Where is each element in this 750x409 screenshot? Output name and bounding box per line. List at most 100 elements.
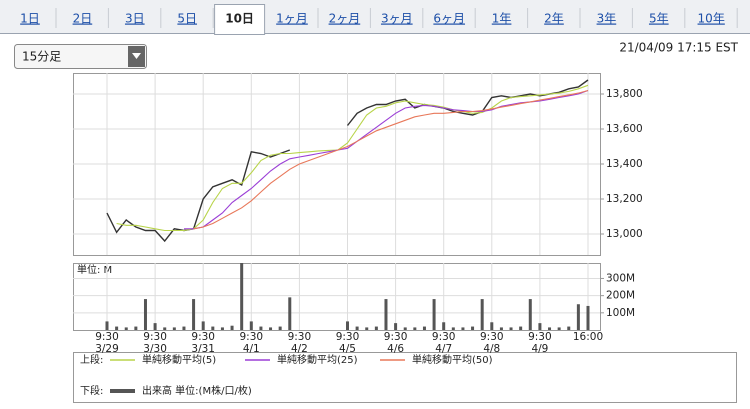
legend-entry: 出来高 単位:(M株/口/枚) bbox=[142, 384, 252, 397]
legend-label: 下段: bbox=[80, 384, 103, 397]
x-tick-label: 9:30 bbox=[143, 331, 167, 343]
legend-entry: 単純移動平均(50) bbox=[412, 353, 493, 366]
tab[interactable]: 2年 bbox=[544, 12, 564, 26]
volume-bar bbox=[278, 326, 282, 330]
y-tick-label: 13,000 bbox=[606, 228, 643, 240]
volume-bar bbox=[586, 305, 590, 330]
timestamp: 21/04/09 17:15 EST bbox=[619, 41, 738, 55]
tab[interactable]: 6ヶ月 bbox=[433, 12, 465, 26]
tab[interactable]: 5日 bbox=[177, 12, 197, 26]
x-date-label: 4/9 bbox=[531, 343, 548, 355]
volume-bar bbox=[230, 325, 234, 330]
series-line bbox=[184, 89, 589, 230]
volume-bar bbox=[567, 326, 571, 330]
x-date-label: 3/30 bbox=[143, 343, 167, 355]
volume-bar bbox=[538, 323, 542, 330]
volume-bar bbox=[528, 299, 532, 330]
volume-bar bbox=[461, 327, 465, 330]
volume-bar bbox=[374, 326, 378, 330]
volume-bar bbox=[249, 321, 253, 330]
tab[interactable]: 5年 bbox=[649, 12, 669, 26]
volume-plot bbox=[73, 263, 601, 331]
volume-bar bbox=[269, 327, 273, 330]
x-tick-label: 9:30 bbox=[95, 331, 119, 343]
volume-bar bbox=[172, 327, 176, 330]
volume-bar bbox=[288, 297, 292, 330]
dropdown-label[interactable]: 15分足 bbox=[22, 50, 61, 64]
legend-box bbox=[73, 352, 737, 403]
x-tick-label: 9:30 bbox=[240, 331, 264, 343]
x-date-label: 4/1 bbox=[243, 343, 260, 355]
y-tick-label: 13,400 bbox=[606, 158, 643, 170]
volume-bar bbox=[394, 323, 398, 330]
volume-bar bbox=[422, 326, 426, 330]
volume-bar bbox=[509, 327, 513, 330]
volume-bar bbox=[346, 321, 349, 330]
legend-entry: 単純移動平均(25) bbox=[277, 353, 358, 366]
x-tick-label: 9:30 bbox=[288, 331, 312, 343]
tab[interactable]: 3ヶ月 bbox=[381, 12, 413, 26]
volume-bar bbox=[220, 327, 224, 330]
volume-bar bbox=[480, 299, 484, 330]
dropdown-arrow bbox=[132, 53, 141, 59]
tab[interactable]: 2日 bbox=[73, 12, 93, 26]
volume-bar bbox=[143, 299, 147, 330]
y-tick-label: 200M bbox=[606, 290, 635, 302]
y-tick-label: 13,600 bbox=[606, 123, 643, 135]
tab[interactable]: 2ヶ月 bbox=[329, 12, 361, 26]
tab[interactable]: 10日 bbox=[225, 12, 254, 26]
volume-bar bbox=[105, 321, 109, 330]
volume-bar bbox=[451, 327, 455, 330]
volume-bar bbox=[240, 263, 244, 330]
x-date-label: 4/5 bbox=[339, 343, 356, 355]
x-date-label: 4/2 bbox=[291, 343, 308, 355]
x-tick-label: 16:00 bbox=[573, 331, 603, 343]
x-tick-label: 9:30 bbox=[384, 331, 408, 343]
volume-bar bbox=[413, 327, 417, 330]
volume-bar bbox=[192, 299, 196, 330]
tab[interactable]: 1日 bbox=[20, 12, 40, 26]
volume-bar bbox=[115, 326, 119, 330]
volume-bar bbox=[211, 326, 215, 330]
volume-bar bbox=[519, 326, 523, 330]
tab[interactable]: 1ヶ月 bbox=[276, 12, 308, 26]
x-date-label: 4/6 bbox=[387, 343, 404, 355]
volume-bar bbox=[499, 327, 503, 330]
volume-bar bbox=[490, 322, 494, 330]
x-tick-label: 9:30 bbox=[191, 331, 215, 343]
dropdown[interactable] bbox=[14, 44, 147, 69]
unit-label: 単位: M bbox=[77, 263, 112, 276]
volume-bar bbox=[432, 299, 436, 330]
volume-bar bbox=[548, 327, 552, 330]
x-tick-label: 9:30 bbox=[336, 331, 360, 343]
legend-label: 上段: bbox=[80, 353, 103, 366]
volume-bar bbox=[259, 326, 263, 330]
volume-bar bbox=[557, 327, 561, 330]
x-tick-label: 9:30 bbox=[528, 331, 552, 343]
tab[interactable]: 1年 bbox=[492, 12, 512, 26]
x-date-label: 4/7 bbox=[435, 343, 452, 355]
volume-bar bbox=[403, 327, 407, 330]
volume-bar bbox=[182, 326, 186, 330]
volume-bar bbox=[134, 326, 138, 330]
y-tick-label: 13,200 bbox=[606, 193, 643, 205]
tab-bar bbox=[0, 0, 750, 34]
tab[interactable]: 3日 bbox=[125, 12, 145, 26]
y-tick-label: 100M bbox=[606, 307, 635, 319]
x-date-label: 3/31 bbox=[191, 343, 215, 355]
x-tick-label: 9:30 bbox=[480, 331, 504, 343]
volume-bar bbox=[471, 326, 475, 330]
volume-bar bbox=[384, 299, 388, 330]
x-date-label: 4/8 bbox=[483, 343, 500, 355]
x-date-label: 3/29 bbox=[95, 343, 119, 355]
series-line bbox=[116, 84, 589, 232]
volume-bar bbox=[442, 322, 446, 330]
legend-entry: 単純移動平均(5) bbox=[142, 353, 216, 366]
active-tab[interactable] bbox=[214, 4, 266, 35]
volume-bar bbox=[355, 326, 359, 330]
tab[interactable]: 10年 bbox=[698, 12, 725, 26]
volume-bar bbox=[576, 304, 580, 330]
tab[interactable]: 3年 bbox=[597, 12, 617, 26]
